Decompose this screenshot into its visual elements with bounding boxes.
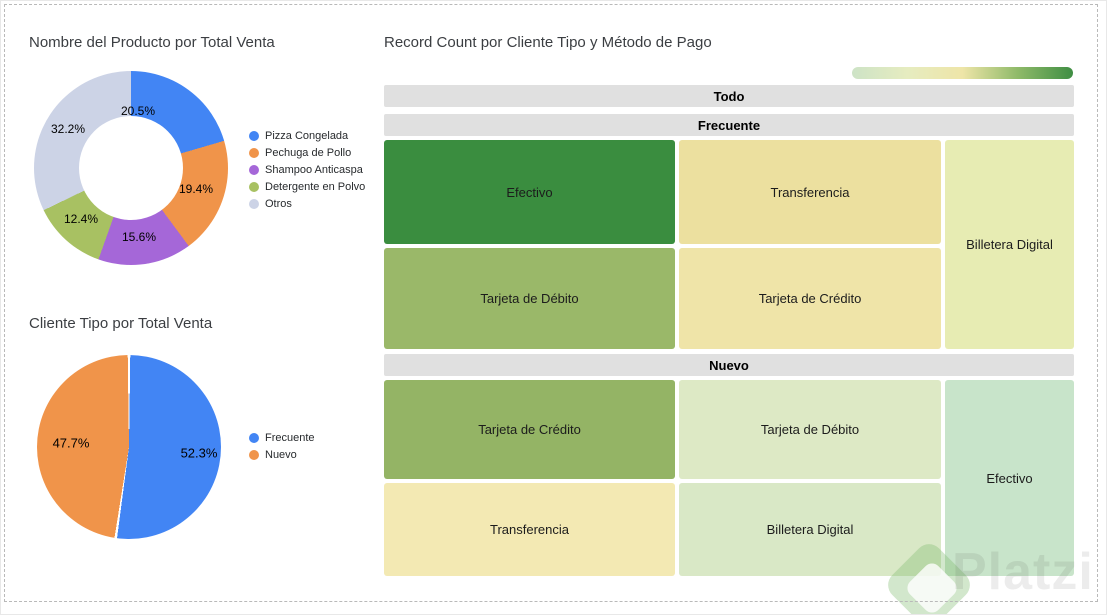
legend-label: Nuevo: [265, 448, 297, 461]
legend-swatch: [249, 198, 259, 209]
legend-swatch: [249, 181, 259, 192]
treemap-cell-nuevo-tarjeta-credito[interactable]: Tarjeta de Crédito: [384, 380, 675, 479]
legend-label: Detergente en Polvo: [265, 180, 366, 193]
donut-slice-label: 12.4%: [63, 212, 99, 226]
treemap-cell-frecuente-transferencia[interactable]: Transferencia: [679, 140, 941, 244]
treemap-cell-nuevo-billetera-digital[interactable]: Billetera Digital: [679, 483, 941, 576]
legend-item: Shampoo Anticaspa: [249, 161, 365, 178]
legend-item: Frecuente: [249, 429, 315, 446]
legend-item: Pizza Congelada: [249, 127, 365, 144]
legend-label: Frecuente: [265, 431, 315, 444]
treemap-cell-frecuente-tarjeta-credito[interactable]: Tarjeta de Crédito: [679, 248, 941, 349]
legend-item: Pechuga de Pollo: [249, 144, 365, 161]
donut-slice-label: 19.4%: [178, 182, 214, 196]
legend-item: Nuevo: [249, 446, 315, 463]
treemap-cell-frecuente-efectivo[interactable]: Efectivo: [384, 140, 675, 244]
donut-chart-title: Nombre del Producto por Total Venta: [29, 34, 275, 51]
treemap-header-nuevo[interactable]: Nuevo: [384, 354, 1074, 376]
donut-chart[interactable]: 20.5% 19.4% 15.6% 12.4% 32.2%: [34, 71, 228, 265]
legend-label: Shampoo Anticaspa: [265, 163, 363, 176]
treemap-group-frecuente: Efectivo Transferencia Billetera Digital…: [384, 140, 1074, 349]
pie-slice-label: 52.3%: [180, 445, 218, 461]
pie-chart[interactable]: 52.3% 47.7%: [37, 355, 221, 539]
treemap-header-frecuente[interactable]: Frecuente: [384, 114, 1074, 136]
pie-legend: Frecuente Nuevo: [249, 429, 315, 463]
legend-label: Otros: [265, 197, 292, 210]
treemap-group-nuevo: Tarjeta de Crédito Tarjeta de Débito Efe…: [384, 380, 1074, 576]
treemap-cell-nuevo-efectivo[interactable]: Efectivo: [945, 380, 1074, 576]
treemap-color-scale-legend: [852, 67, 1073, 79]
legend-swatch: [249, 147, 259, 158]
legend-swatch: [249, 432, 259, 443]
treemap-cell-nuevo-transferencia[interactable]: Transferencia: [384, 483, 675, 576]
treemap-cell-frecuente-tarjeta-debito[interactable]: Tarjeta de Débito: [384, 248, 675, 349]
pie-slice-label: 47.7%: [52, 435, 90, 451]
legend-label: Pechuga de Pollo: [265, 146, 352, 159]
donut-slice-label: 32.2%: [50, 122, 86, 136]
legend-item: Otros: [249, 195, 365, 212]
donut-hole: [79, 116, 183, 220]
donut-legend: Pizza Congelada Pechuga de Pollo Shampoo…: [249, 127, 365, 212]
treemap-title: Record Count por Cliente Tipo y Método d…: [384, 34, 712, 51]
treemap-cell-nuevo-tarjeta-debito[interactable]: Tarjeta de Débito: [679, 380, 941, 479]
legend-label: Pizza Congelada: [265, 129, 349, 142]
legend-swatch: [249, 164, 259, 175]
legend-item: Detergente en Polvo: [249, 178, 365, 195]
donut-slice-label: 20.5%: [120, 104, 156, 118]
legend-swatch: [249, 130, 259, 141]
treemap-cell-frecuente-billetera-digital[interactable]: Billetera Digital: [945, 140, 1074, 349]
treemap-header-todo[interactable]: Todo: [384, 85, 1074, 107]
pie-chart-title: Cliente Tipo por Total Venta: [29, 315, 213, 332]
donut-slice-label: 15.6%: [121, 230, 157, 244]
legend-swatch: [249, 449, 259, 460]
